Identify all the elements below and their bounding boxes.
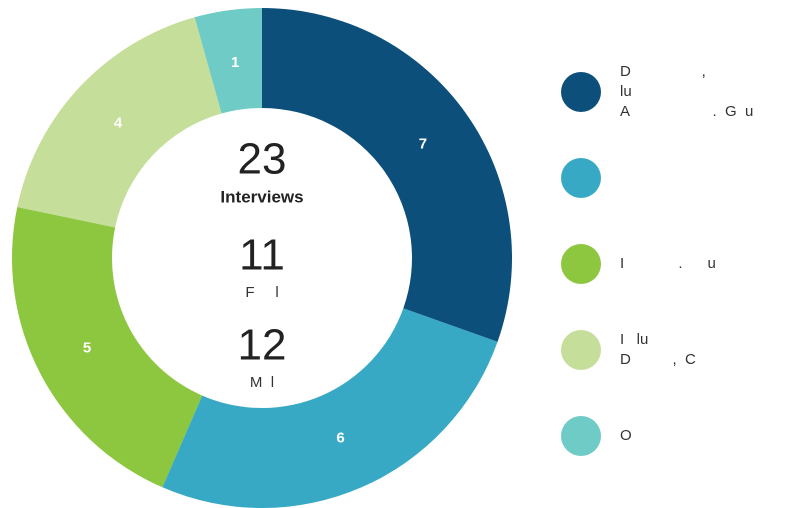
slice <box>262 8 512 342</box>
legend-swatch <box>561 244 601 284</box>
slice-label: 7 <box>419 135 427 152</box>
slice <box>17 17 222 228</box>
female-label: F l <box>245 284 278 301</box>
legend-label: D , <box>620 63 706 80</box>
legend-label: D , C <box>620 351 696 368</box>
slice <box>162 308 498 508</box>
slice <box>194 8 262 114</box>
slice-label: 6 <box>336 430 344 447</box>
female-count: 11 <box>239 231 285 280</box>
slice-label: 5 <box>83 340 91 357</box>
legend-swatch <box>561 330 601 370</box>
legend-label: O <box>620 427 632 444</box>
legend-label: I lu <box>620 331 648 348</box>
slice <box>12 207 203 488</box>
slice-label: 4 <box>114 115 123 132</box>
legend-label: A . G u <box>620 103 753 120</box>
legend-swatch <box>561 416 601 456</box>
male-count: 12 <box>238 321 287 370</box>
male-label: M l <box>250 374 274 391</box>
legend-swatch <box>561 72 601 112</box>
legend-swatch <box>561 158 601 198</box>
slice-label: 1 <box>231 54 239 71</box>
total-label: Interviews <box>220 187 303 206</box>
legend-label: I . u <box>620 255 716 272</box>
total: 23 <box>238 135 287 184</box>
legend-label: lu <box>620 83 632 100</box>
